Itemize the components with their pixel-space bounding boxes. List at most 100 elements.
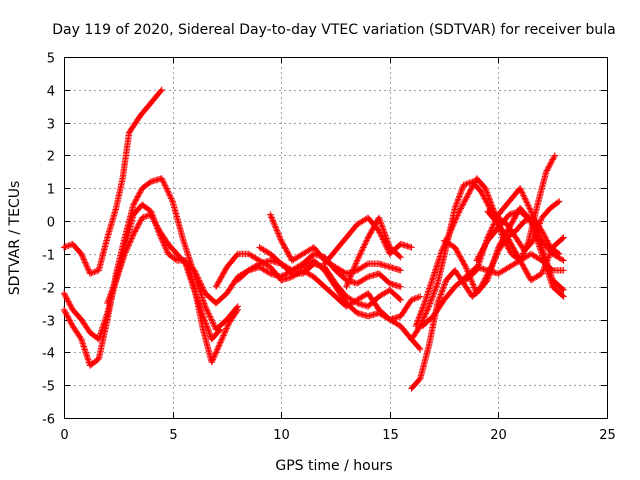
series-track-8 xyxy=(256,244,424,353)
data-point xyxy=(65,242,72,249)
data-point xyxy=(133,224,141,231)
data-point xyxy=(83,263,91,270)
data-point xyxy=(276,234,284,242)
data-point xyxy=(162,245,169,252)
data-point xyxy=(343,282,351,289)
data-point xyxy=(62,310,70,318)
data-point xyxy=(150,216,157,224)
data-point xyxy=(213,347,220,355)
data-point xyxy=(411,295,418,302)
data-point xyxy=(559,235,566,242)
data-point xyxy=(550,154,557,162)
data-point xyxy=(521,246,529,253)
data-point xyxy=(127,236,135,244)
data-point xyxy=(165,189,172,196)
data-point xyxy=(541,264,548,271)
data-point xyxy=(81,257,88,265)
data-point xyxy=(425,303,433,310)
data-point xyxy=(350,266,357,273)
y-tick-label: 1 xyxy=(47,183,55,198)
data-point xyxy=(456,193,463,200)
data-point xyxy=(211,351,218,359)
data-point xyxy=(347,271,355,279)
data-point xyxy=(267,212,275,220)
data-point xyxy=(487,197,494,205)
data-point xyxy=(218,336,225,343)
data-point xyxy=(377,219,384,226)
data-point xyxy=(198,282,205,290)
data-point xyxy=(417,309,424,317)
data-point xyxy=(155,226,163,233)
data-point xyxy=(161,182,169,189)
data-point xyxy=(201,317,208,324)
series-track-7 xyxy=(234,257,404,310)
data-point xyxy=(414,318,421,326)
data-point xyxy=(434,298,442,305)
data-point xyxy=(470,180,477,188)
data-point xyxy=(385,241,392,248)
data-point xyxy=(420,302,427,310)
data-point xyxy=(78,252,86,259)
y-tick-label: -1 xyxy=(42,249,55,264)
data-point xyxy=(397,296,404,304)
data-point xyxy=(445,231,452,239)
data-point xyxy=(108,288,115,295)
data-point xyxy=(523,241,531,249)
data-point xyxy=(272,224,279,231)
data-point xyxy=(447,227,454,235)
data-point xyxy=(60,244,68,251)
data-point xyxy=(418,307,426,314)
data-point xyxy=(484,192,492,199)
data-point xyxy=(560,293,567,300)
data-point xyxy=(469,281,477,288)
data-point xyxy=(415,293,422,301)
data-point xyxy=(455,194,462,202)
data-point xyxy=(132,226,139,234)
data-point xyxy=(436,295,443,303)
data-point xyxy=(488,202,496,209)
data-point xyxy=(78,250,85,258)
y-tick-label: -2 xyxy=(42,282,55,297)
data-point xyxy=(65,316,73,323)
data-point xyxy=(378,221,385,229)
data-point xyxy=(461,197,469,204)
data-point xyxy=(200,314,207,321)
data-point xyxy=(439,244,447,252)
data-point xyxy=(556,198,563,205)
x-tick-label: 5 xyxy=(169,428,177,443)
data-point xyxy=(468,184,475,192)
data-point xyxy=(523,199,531,206)
data-point xyxy=(134,193,142,200)
data-point xyxy=(109,285,117,292)
data-point xyxy=(489,222,497,230)
data-point xyxy=(469,279,476,287)
data-point xyxy=(62,243,69,250)
data-point xyxy=(149,214,156,221)
data-point xyxy=(208,316,215,323)
data-point xyxy=(457,205,464,212)
data-point xyxy=(548,247,555,254)
data-point xyxy=(199,313,207,320)
data-point xyxy=(415,314,423,321)
data-point xyxy=(65,298,72,305)
data-points xyxy=(60,86,567,392)
data-point xyxy=(344,280,351,288)
data-point xyxy=(136,190,143,197)
data-point xyxy=(461,262,469,269)
data-point xyxy=(111,279,119,287)
data-point xyxy=(384,238,391,245)
data-point xyxy=(470,282,477,290)
data-point xyxy=(545,163,553,170)
data-point xyxy=(203,323,211,330)
data-point xyxy=(162,183,170,191)
data-point xyxy=(466,187,474,194)
data-point xyxy=(413,320,421,327)
data-point xyxy=(267,211,274,218)
data-point xyxy=(560,234,567,241)
data-point xyxy=(463,266,471,274)
x-axis: 0 5 10 15 20 25 xyxy=(60,57,616,443)
data-point xyxy=(522,244,529,252)
data-point xyxy=(138,214,146,222)
data-point xyxy=(201,303,209,310)
data-point xyxy=(438,247,446,254)
